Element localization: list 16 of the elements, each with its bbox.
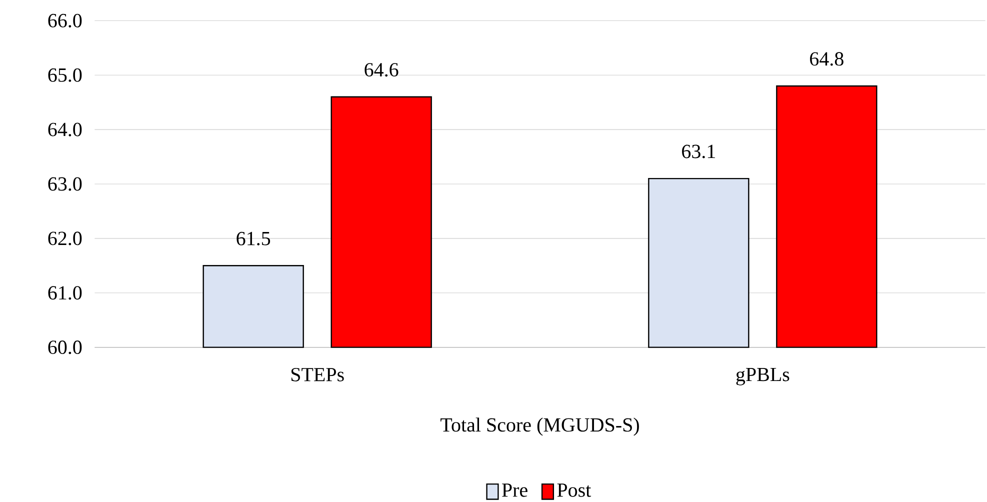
- legend-label: Pre: [502, 484, 528, 497]
- x-axis-title: Total Score (MGUDS-S): [440, 418, 639, 436]
- data-label: 63.1: [682, 144, 715, 158]
- y-tick-label: 65.0: [48, 68, 82, 82]
- y-tick-label: 60.0: [48, 340, 82, 354]
- data-label: 61.5: [236, 232, 270, 246]
- legend-label: Post: [557, 484, 592, 497]
- y-tick-label: 63.0: [48, 177, 82, 191]
- y-tick-label: 64.0: [48, 122, 82, 136]
- x-tick-label: STEPs: [291, 368, 344, 382]
- y-tick-label: 62.0: [48, 232, 82, 246]
- x-tick-label: gPBLs: [736, 368, 790, 386]
- data-label: 64.8: [810, 52, 844, 66]
- y-tick-label: 66.0: [48, 14, 82, 28]
- y-tick-label: 61.0: [48, 286, 82, 300]
- data-label: 64.6: [364, 63, 398, 77]
